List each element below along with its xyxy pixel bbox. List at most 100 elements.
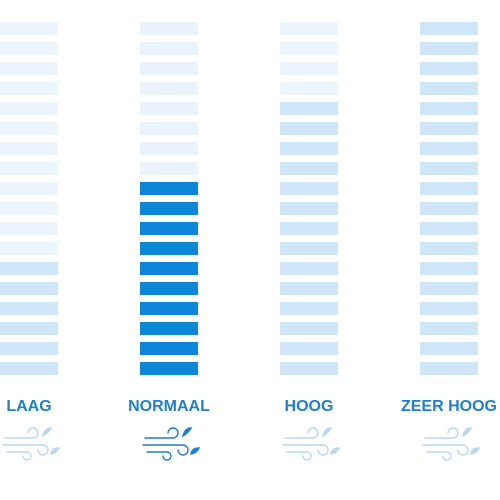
- level-segment: [140, 322, 198, 335]
- wind-icon: [282, 427, 341, 461]
- wind-line: [424, 427, 459, 439]
- level-segment: [280, 222, 338, 235]
- level-segment: [420, 62, 478, 75]
- level-segment: [420, 182, 478, 195]
- empty-segment: [0, 162, 58, 175]
- leaf: [190, 447, 201, 455]
- wind-line: [142, 444, 189, 456]
- level-segment: [420, 222, 478, 235]
- empty-segment: [280, 22, 338, 35]
- empty-segment: [0, 102, 58, 115]
- empty-segment: [140, 142, 198, 155]
- empty-segment: [0, 62, 58, 75]
- wind-line: [2, 444, 49, 456]
- empty-segment: [0, 22, 58, 35]
- wind-line: [284, 427, 319, 439]
- level-segment: [420, 262, 478, 275]
- level-segment: [420, 342, 478, 355]
- level-segment: [140, 342, 198, 355]
- wind-line: [4, 427, 39, 439]
- empty-segment: [0, 182, 58, 195]
- level-segment: [280, 262, 338, 275]
- level-segment: [280, 102, 338, 115]
- empty-segment: [0, 202, 58, 215]
- level-segment: [280, 342, 338, 355]
- level-segment: [140, 302, 198, 315]
- empty-segment: [0, 242, 58, 255]
- level-segment: [420, 122, 478, 135]
- level-segment: [140, 202, 198, 215]
- wind-line: [282, 444, 329, 456]
- empty-segment: [140, 82, 198, 95]
- empty-segment: [280, 62, 338, 75]
- level-column[interactable]: NORMAAL: [128, 22, 210, 461]
- level-segment: [0, 282, 58, 295]
- wind-icon: [142, 427, 201, 461]
- level-column[interactable]: HOOG: [280, 22, 341, 461]
- wind-line: [422, 444, 469, 456]
- leaf: [41, 427, 53, 438]
- level-segment: [140, 362, 198, 375]
- leaf: [330, 447, 341, 455]
- level-segment: [280, 142, 338, 155]
- level-segment: [420, 242, 478, 255]
- leaf: [50, 447, 61, 455]
- level-segment: [0, 362, 58, 375]
- empty-segment: [0, 122, 58, 135]
- level-segment: [420, 362, 478, 375]
- leaf: [470, 447, 481, 455]
- level-segment: [420, 322, 478, 335]
- level-segment: [420, 202, 478, 215]
- level-segment: [280, 302, 338, 315]
- empty-segment: [280, 82, 338, 95]
- level-segment: [280, 362, 338, 375]
- level-label: ZEER HOOG: [401, 398, 497, 415]
- empty-segment: [140, 102, 198, 115]
- leaf: [321, 427, 333, 438]
- level-segment: [420, 102, 478, 115]
- wind-line: [6, 451, 32, 461]
- level-segment: [280, 282, 338, 295]
- level-segment: [280, 122, 338, 135]
- wind-line: [286, 451, 312, 461]
- level-segment: [420, 282, 478, 295]
- level-segment: [140, 242, 198, 255]
- empty-segment: [0, 222, 58, 235]
- level-segment: [420, 162, 478, 175]
- level-label: LAAG: [6, 398, 51, 415]
- level-segment: [420, 142, 478, 155]
- empty-segment: [0, 82, 58, 95]
- leaf: [461, 427, 473, 438]
- level-segment: [420, 302, 478, 315]
- level-segment: [280, 242, 338, 255]
- empty-segment: [280, 42, 338, 55]
- wind-icon: [422, 427, 481, 461]
- level-label: NORMAAL: [128, 398, 210, 415]
- wind-line: [146, 451, 172, 461]
- level-segment: [420, 22, 478, 35]
- level-segment: [0, 302, 58, 315]
- level-segment: [140, 282, 198, 295]
- level-column[interactable]: ZEER HOOG: [401, 22, 497, 461]
- level-label: HOOG: [285, 398, 334, 415]
- empty-segment: [0, 42, 58, 55]
- level-segment: [0, 322, 58, 335]
- level-segment: [280, 202, 338, 215]
- empty-segment: [140, 62, 198, 75]
- empty-segment: [140, 162, 198, 175]
- level-segment: [420, 42, 478, 55]
- leaf: [181, 427, 193, 438]
- level-segment: [140, 182, 198, 195]
- level-segment: [280, 162, 338, 175]
- level-column[interactable]: LAAG: [0, 22, 61, 461]
- wind-icon: [2, 427, 61, 461]
- level-segment: [420, 82, 478, 95]
- wind-line: [426, 451, 452, 461]
- empty-segment: [140, 122, 198, 135]
- level-segment: [140, 222, 198, 235]
- level-segment: [280, 182, 338, 195]
- level-segment: [0, 342, 58, 355]
- wind-line: [144, 427, 179, 439]
